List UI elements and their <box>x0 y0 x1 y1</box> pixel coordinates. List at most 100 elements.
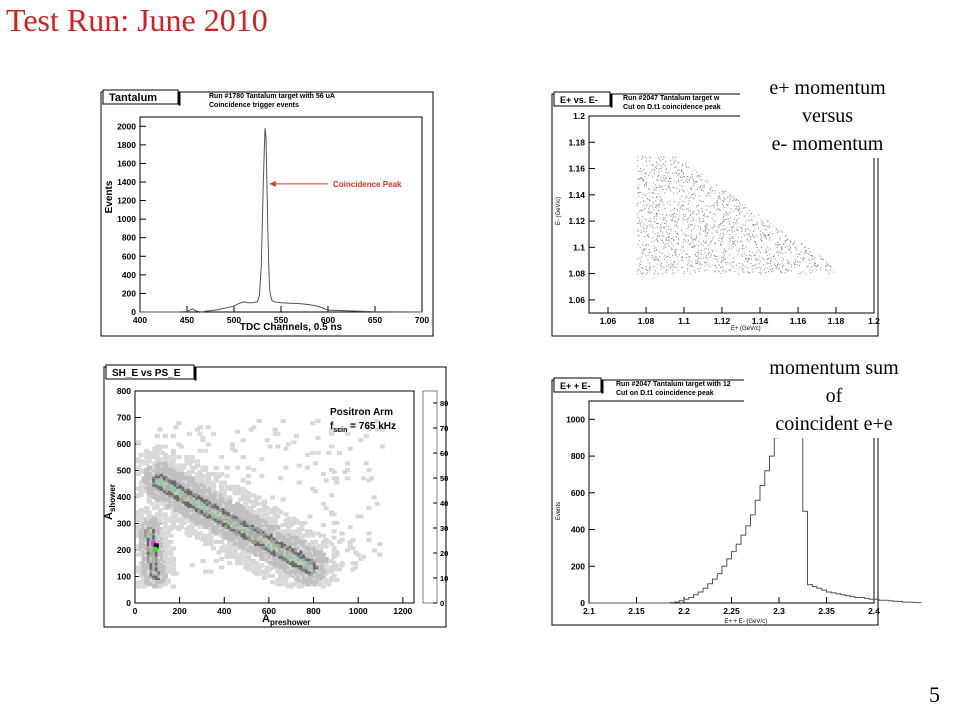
heatmap-cell <box>160 567 166 572</box>
heatmap-cell <box>227 550 233 555</box>
heatmap-cell <box>254 546 259 551</box>
heatmap-cell <box>208 514 214 519</box>
heatmap-cell <box>152 537 158 542</box>
scatter-point <box>655 259 657 261</box>
heatmap-cell <box>170 512 176 517</box>
heatmap-cell <box>275 578 281 583</box>
heatmap-cell <box>232 550 238 555</box>
heatmap-cell <box>254 539 259 544</box>
heatmap-cell <box>232 529 238 534</box>
heatmap-cell <box>256 523 262 527</box>
scatter-point <box>656 161 657 163</box>
heatmap-cell <box>245 491 251 496</box>
heatmap-cell <box>154 512 160 517</box>
heatmap-cell <box>160 495 166 500</box>
heatmap-cell <box>165 486 171 491</box>
heatmap-cell <box>162 489 168 494</box>
heatmap-cell <box>179 503 184 508</box>
heatmap-cell <box>157 584 163 589</box>
heatmap-cell <box>366 531 372 536</box>
scatter-point <box>670 247 672 249</box>
heatmap-cell <box>318 578 324 583</box>
scatter-point <box>793 263 795 265</box>
heatmap-cell <box>270 523 275 527</box>
heatmap-cell <box>200 503 206 508</box>
scatter-point <box>664 258 666 260</box>
heatmap-cell <box>229 533 235 538</box>
heatmap-cell <box>165 531 171 536</box>
chart-info-line: Coincidence trigger events <box>209 102 299 109</box>
scatter-point <box>690 234 692 236</box>
heatmap-cell <box>168 461 174 466</box>
scatter-point <box>705 257 707 258</box>
scatter-point <box>654 187 656 189</box>
heatmap-cell <box>141 584 147 589</box>
scatter-point <box>707 216 709 217</box>
heatmap-cell <box>307 546 313 551</box>
page-number: 5 <box>929 682 940 707</box>
heatmap-cell <box>146 548 152 553</box>
scatter-point <box>674 254 676 256</box>
scatter-point <box>820 267 822 269</box>
heatmap-cell <box>146 561 152 566</box>
scatter-point <box>755 234 757 236</box>
heatmap-cell <box>283 529 289 534</box>
scatter-point <box>742 267 744 269</box>
heatmap-cell <box>157 567 163 572</box>
x-tick-label: 1.16 <box>790 316 807 326</box>
heatmap-cell <box>270 580 275 585</box>
heatmap-cell <box>154 578 160 583</box>
heatmap-cell <box>267 573 273 578</box>
scatter-point <box>776 243 778 245</box>
scatter-point <box>698 175 700 177</box>
heatmap-cell <box>302 554 308 559</box>
heatmap-cell <box>248 493 254 498</box>
heatmap-cell <box>345 467 350 472</box>
heatmap-cell <box>243 533 249 538</box>
heatmap-cell <box>149 523 155 527</box>
scatter-point <box>666 169 667 170</box>
scatter-point <box>711 240 713 242</box>
heatmap-cell <box>165 493 171 498</box>
heatmap-cell <box>232 525 238 530</box>
scatter-point <box>715 271 717 273</box>
heatmap-cell <box>221 518 227 523</box>
heatmap-cell <box>208 506 214 510</box>
heatmap-cell <box>149 580 155 585</box>
heatmap-cell <box>262 542 267 546</box>
scatter-point <box>637 186 639 188</box>
scatter-point <box>732 243 734 245</box>
heatmap-cell <box>144 548 150 553</box>
scatter-point <box>650 266 651 268</box>
scatter-point <box>717 208 719 209</box>
heatmap-cell <box>339 563 345 568</box>
scatter-point <box>642 227 644 229</box>
heatmap-cell <box>205 512 211 517</box>
heatmap-cell <box>146 480 152 485</box>
heatmap-cell <box>259 501 265 506</box>
heatmap-cell <box>243 535 249 540</box>
scatter-point <box>689 273 691 275</box>
scatter-point <box>673 240 675 241</box>
scatter-point <box>748 210 750 212</box>
scatter-point <box>706 254 708 256</box>
scatter-point <box>640 177 642 179</box>
scatter-point <box>732 240 734 242</box>
scatter-point <box>641 252 643 254</box>
scatter-point <box>763 258 765 260</box>
scatter-point <box>660 196 662 198</box>
heatmap-cell <box>318 554 324 559</box>
heatmap-cell <box>245 554 251 559</box>
heatmap-cell <box>187 431 192 436</box>
heatmap-cell <box>272 527 278 532</box>
heatmap-cell <box>152 565 158 570</box>
scatter-point <box>672 244 674 246</box>
scatter-point <box>683 239 685 241</box>
heatmap-cell <box>170 482 176 487</box>
scatter-point <box>670 164 672 165</box>
heatmap-cell <box>179 480 184 485</box>
scatter-point <box>675 254 677 255</box>
heatmap-cell <box>323 578 329 583</box>
heatmap-cell <box>275 444 281 449</box>
heatmap-cell <box>235 520 241 525</box>
